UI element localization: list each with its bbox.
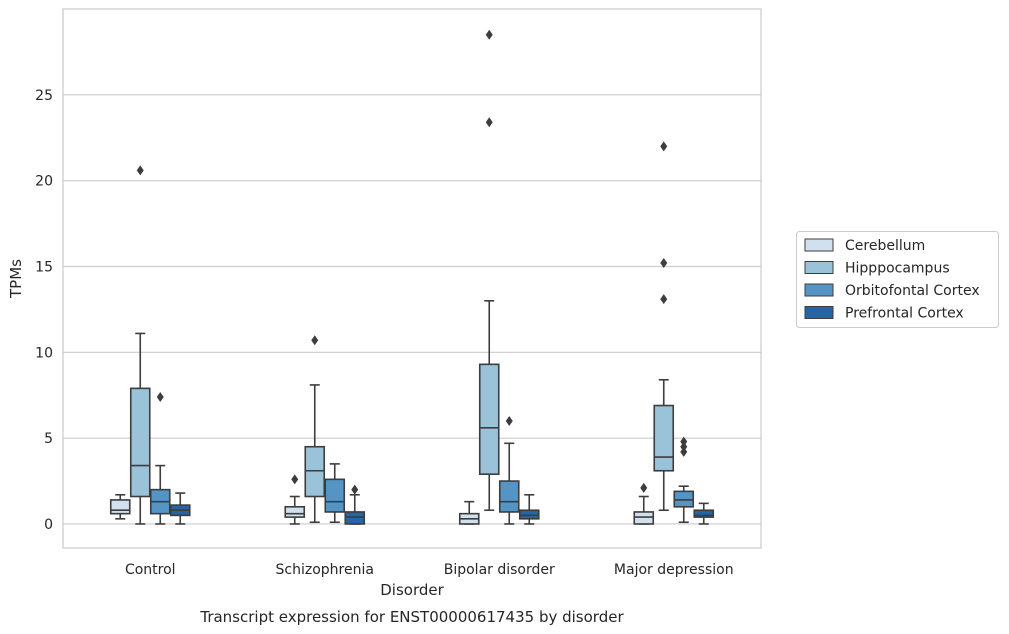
chart-title: Transcript expression for ENST0000061743… [199,608,624,626]
box-prefrontal-cortex-2 [518,493,540,525]
legend-swatch [804,238,834,252]
box-iqr [518,509,540,520]
box-orbitofontal-cortex-0 [149,391,171,525]
box-hipppocampus-0 [129,165,151,525]
box-iqr [109,499,131,515]
legend: Cerebellum Hipppocampus Orbitofontal Corte… [796,231,999,328]
outlier-point [156,391,164,402]
legend-swatch [804,261,834,274]
outlier-point [640,482,648,493]
box-iqr [324,478,346,513]
plot-frame [62,8,762,549]
x-tick-label: Control [125,562,176,578]
box-prefrontal-cortex-3 [693,502,715,525]
outlier-point [680,441,688,452]
x-axis: Control Schizophrenia Bipolar disorder Majo… [125,562,734,578]
outlier-point [351,484,359,495]
y-axis: 0 5 10 15 20 25 [35,88,53,533]
box-hipppocampus-2 [478,29,500,512]
box-iqr [304,445,326,498]
box-cerebellum-0 [109,493,131,520]
box-iqr [633,511,655,525]
outlier-point [680,446,688,457]
x-tick-label: Major depression [614,562,734,578]
box-cerebellum-2 [458,500,480,525]
outlier-point [660,141,668,152]
box-prefrontal-cortex-0 [169,492,191,525]
outlier-point [485,117,493,128]
box-iqr [129,387,151,498]
box-cerebellum-1 [284,474,306,525]
box-orbitofontal-cortex-3 [673,436,695,524]
box-iqr [693,509,715,518]
y-axis-label: TPMs [7,259,25,299]
outlier-point [660,258,668,269]
x-axis-label: Disorder [380,581,444,599]
box-iqr [344,511,366,525]
y-tick-label: 20 [35,174,53,190]
x-tick-label: Bipolar disorder [444,562,555,578]
outlier-point [485,29,493,40]
y-tick-label: 25 [35,88,53,104]
outlier-point [505,415,513,426]
outlier-point [680,436,688,447]
legend-label: Prefrontal Cortex [845,306,964,322]
box-iqr [673,490,695,508]
box-iqr [284,506,306,518]
x-tick-label: Schizophrenia [276,562,374,578]
box-orbitofontal-cortex-2 [498,415,520,525]
y-tick-label: 10 [35,345,53,361]
box-iqr [653,404,675,472]
legend-swatch [804,283,834,297]
y-tick-label: 15 [35,259,53,275]
box-iqr [498,480,520,513]
y-tick-label: 5 [44,431,53,447]
box-orbitofontal-cortex-1 [324,463,346,524]
outlier-point [291,474,299,485]
box-hipppocampus-3 [653,141,675,512]
outlier-point [311,335,319,346]
legend-label: Hipppocampus [845,261,950,277]
outlier-point [660,294,668,305]
legend-label: Cerebellum [845,238,925,254]
legend-frame [796,231,999,328]
box-iqr [478,363,500,475]
box-cerebellum-3 [633,482,655,525]
y-tick-label: 0 [44,517,53,533]
outlier-point [136,165,144,176]
box-hipppocampus-1 [304,335,326,524]
box-groups [109,29,715,525]
legend-label: Orbitofontal Cortex [845,283,980,299]
legend-swatch [804,306,834,319]
box-prefrontal-cortex-1 [344,484,366,525]
